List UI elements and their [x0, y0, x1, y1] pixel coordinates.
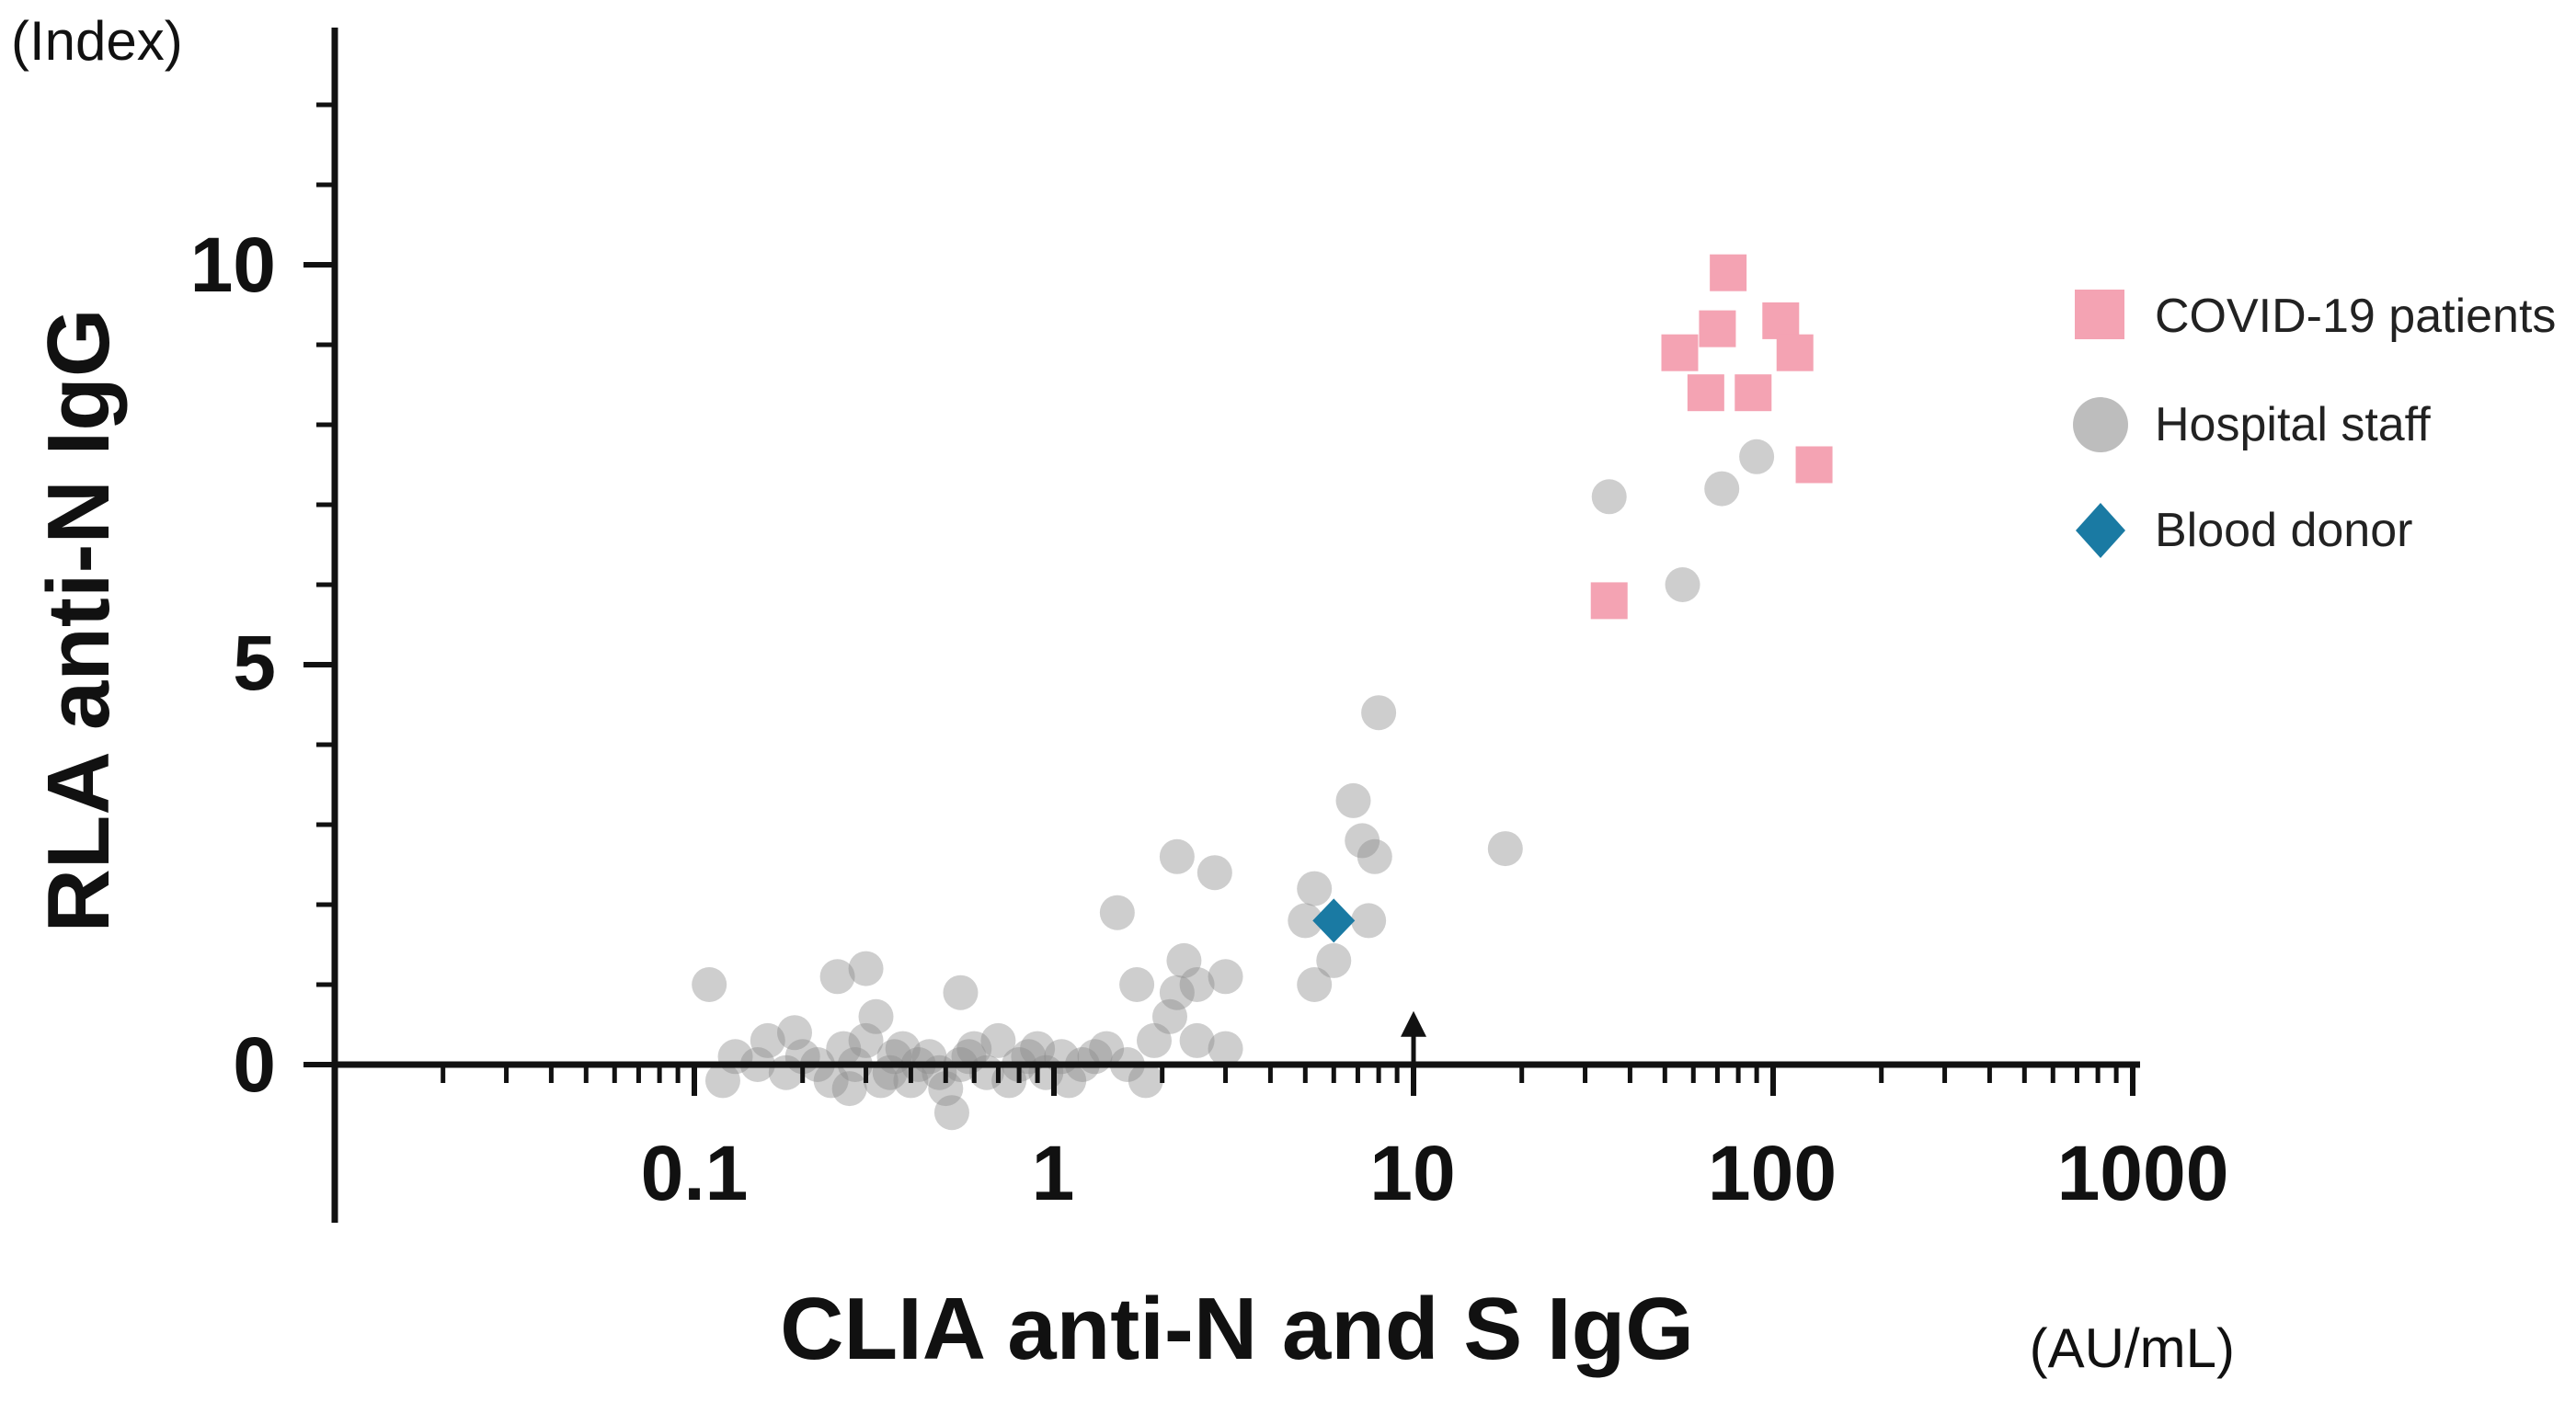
- y-tick-labels: 0 5 10: [190, 222, 276, 1108]
- hospital-staff-point: [1179, 1022, 1215, 1058]
- hospital-staff-point: [1361, 695, 1397, 731]
- hospital-staff-point: [813, 1063, 849, 1099]
- hospital-staff-point: [1136, 1022, 1172, 1058]
- hospital-staff-point: [1119, 967, 1155, 1002]
- hospital-staff-point: [1591, 479, 1627, 515]
- x-tick-label: 10: [1369, 1130, 1455, 1216]
- hospital-staff-point: [1011, 1039, 1047, 1075]
- hospital-staff-point: [1297, 871, 1333, 906]
- legend-label: Blood donor: [2155, 504, 2412, 557]
- hospital-staff-point: [858, 998, 894, 1034]
- covid-patient-point: [1776, 334, 1814, 371]
- hospital-staff-point: [1288, 903, 1323, 939]
- hospital-staff-point: [1151, 998, 1187, 1034]
- hospital-staff-point: [776, 1015, 812, 1051]
- hospital-staff-point: [928, 1071, 964, 1107]
- y-axis-unit: (Index): [11, 10, 183, 72]
- x-tick-label: 0.1: [641, 1130, 749, 1216]
- hospital-staff-point: [1179, 967, 1215, 1002]
- hospital-staff-point: [1739, 439, 1775, 474]
- hospital-staff-point: [1297, 967, 1333, 1002]
- covid-patient-point: [1590, 582, 1628, 620]
- hospital-staff-point: [826, 1031, 862, 1066]
- hospital-staff-point: [692, 967, 727, 1002]
- arrow-head: [1401, 1010, 1426, 1037]
- hospital-staff-point: [819, 959, 855, 995]
- hospital-staff-point: [863, 1063, 899, 1099]
- hospital-staff-point: [1051, 1063, 1087, 1099]
- hospital-staff-point: [750, 1022, 785, 1058]
- covid-patient-point: [1710, 254, 1747, 291]
- hospital-staff-point: [831, 1071, 867, 1107]
- hospital-staff-point: [1208, 959, 1243, 995]
- hospital-staff-point: [848, 1022, 884, 1058]
- x-axis-title: CLIA anti-N and S IgG: [780, 1280, 1694, 1378]
- hospital-staff-point: [1196, 855, 1232, 891]
- legend-label: Hospital staff: [2155, 398, 2431, 451]
- y-tick-label: 5: [233, 620, 276, 706]
- x-tick-labels: 0.1 1 10 100 1000: [641, 1130, 2229, 1216]
- blood-donor-point: [1312, 898, 1356, 943]
- hospital-staff-point: [1704, 471, 1740, 507]
- hospital-staff-point: [922, 1054, 957, 1090]
- hospital-staff-point: [951, 1039, 987, 1075]
- hospital-staff-point: [704, 1063, 740, 1099]
- covid-patient-point: [1661, 334, 1699, 371]
- hospital-staff-point: [1316, 942, 1352, 978]
- hospital-staff-point: [1089, 1031, 1125, 1066]
- y-axis-title: RLA anti-N IgG: [29, 308, 128, 932]
- hospital-staff-point: [943, 975, 979, 1010]
- reference-arrow: [1401, 1010, 1426, 1065]
- tick-marks: [303, 102, 2135, 1096]
- hospital-staff-point: [1099, 895, 1135, 930]
- x-tick-label: 1: [1032, 1130, 1075, 1216]
- legend-marker-diamond: [2076, 503, 2125, 558]
- hospital-staff-point: [1159, 838, 1195, 874]
- axes: [331, 28, 2140, 1223]
- hospital-staff-point: [933, 1095, 969, 1131]
- covid-patient-point: [1699, 310, 1736, 348]
- data-points: [692, 254, 1833, 1131]
- legend-marker-square: [2075, 290, 2124, 339]
- hospital-staff-point: [1487, 831, 1523, 867]
- hospital-staff-point: [1335, 782, 1371, 818]
- hospital-staff-point: [1345, 823, 1380, 859]
- hospital-staff-point: [1208, 1031, 1243, 1066]
- y-tick-label: 10: [190, 222, 276, 308]
- hospital-staff-point: [1166, 942, 1202, 978]
- x-tick-label: 100: [1708, 1130, 1837, 1216]
- hospital-staff-point: [1665, 567, 1700, 602]
- hospital-staff-point: [1159, 975, 1195, 1010]
- hospital-staff-point: [1077, 1039, 1113, 1075]
- hospital-staff-point: [1128, 1063, 1163, 1099]
- covid-patient-point: [1687, 374, 1724, 412]
- legend-marker-circle: [2073, 397, 2128, 452]
- covid-patient-point: [1762, 302, 1800, 339]
- y-tick-label: 0: [233, 1021, 276, 1108]
- legend-label: COVID-19 patients: [2155, 290, 2556, 343]
- hospital-staff-point: [885, 1031, 921, 1066]
- hospital-staff-point: [848, 951, 884, 986]
- hospital-staff-point: [1020, 1031, 1056, 1066]
- legend: COVID-19 patients Hospital staff Blood d…: [2073, 290, 2556, 558]
- covid-patient-point: [1795, 446, 1833, 484]
- hospital-staff-point: [956, 1031, 992, 1066]
- hospital-staff-point: [1351, 903, 1387, 939]
- covid-patient-point: [1735, 374, 1772, 412]
- hospital-staff-point: [980, 1022, 1016, 1058]
- hospital-staff-point: [876, 1039, 912, 1075]
- x-axis-unit: (AU/mL): [2030, 1317, 2235, 1379]
- hospital-staff-point: [1357, 838, 1392, 874]
- x-tick-label: 1000: [2057, 1130, 2229, 1216]
